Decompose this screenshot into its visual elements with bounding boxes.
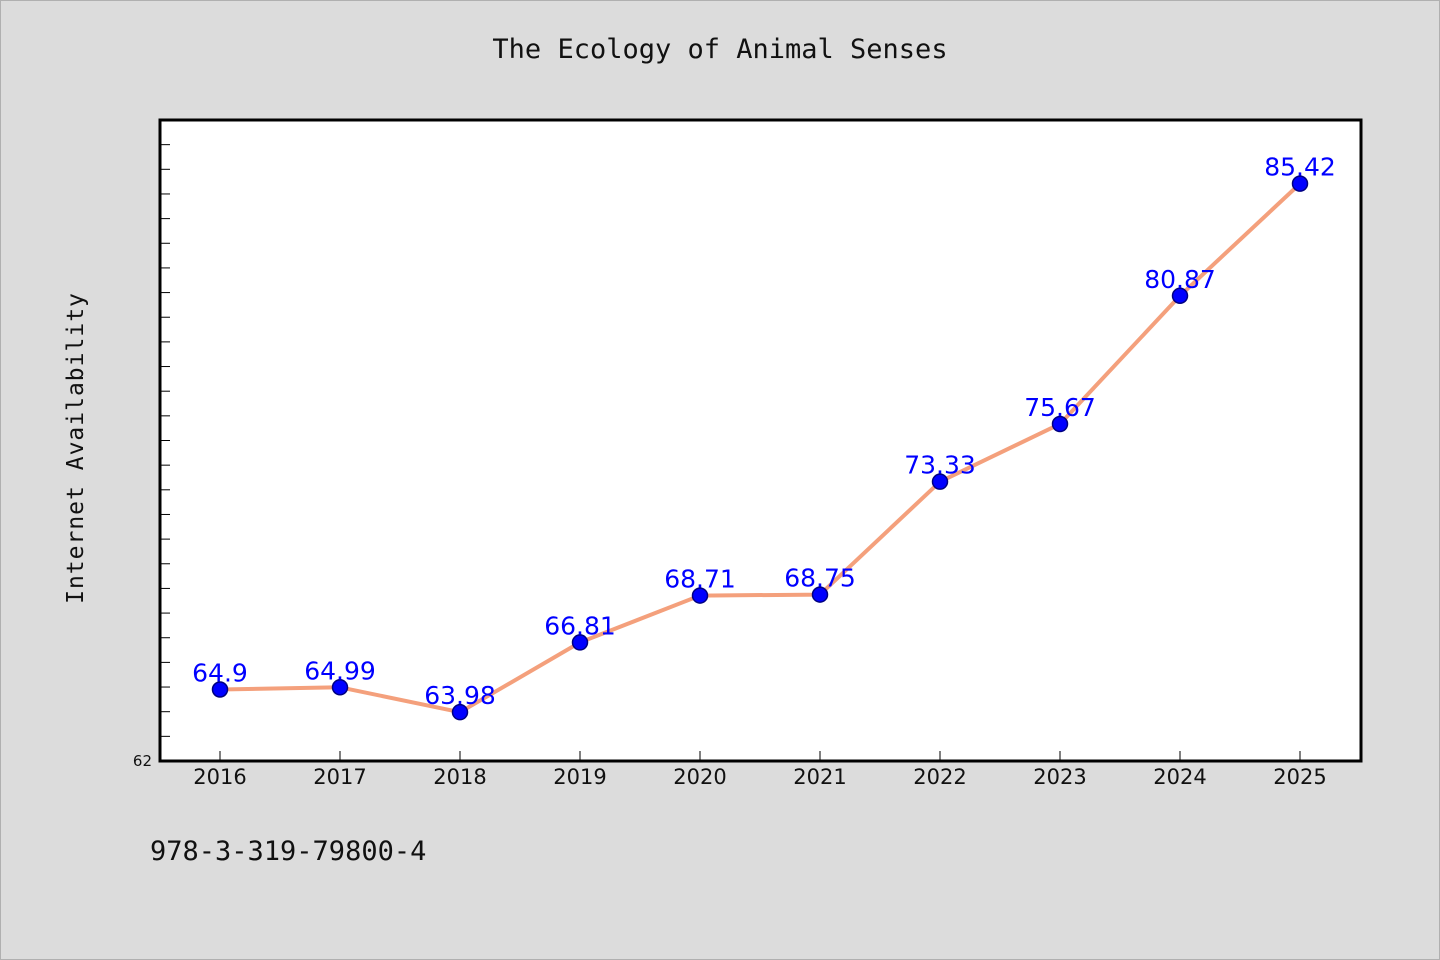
data-label: 68.75 xyxy=(784,564,856,593)
data-point xyxy=(331,679,349,696)
data-point xyxy=(1051,415,1069,433)
data-label: 80.87 xyxy=(1144,265,1216,294)
chart-title: The Ecology of Animal Senses xyxy=(492,34,948,65)
series-line xyxy=(219,182,1302,715)
data-point xyxy=(571,634,589,651)
data-label: 64.9 xyxy=(192,659,248,688)
series-layer xyxy=(211,175,1309,721)
x-tick-label: 2020 xyxy=(673,765,726,789)
isbn-code: 978-3-319-79800-4 xyxy=(150,836,427,867)
x-tick-label: 2018 xyxy=(433,765,486,789)
data-point xyxy=(1171,287,1189,305)
data-point xyxy=(931,473,949,490)
data-label: 75.67 xyxy=(1024,393,1096,422)
data-point xyxy=(451,703,469,721)
axis-ticks: 62 2016 2017 2018 2019 2020 2021 2022 2023 2024 20… xyxy=(133,144,1327,789)
plot-area xyxy=(160,120,1361,761)
y-tick-label: 62 xyxy=(133,752,152,770)
x-tick-label: 2016 xyxy=(193,765,246,789)
x-tick-label: 2025 xyxy=(1273,765,1326,789)
data-label: 64.99 xyxy=(304,656,376,685)
data-label: 63.98 xyxy=(424,681,496,710)
x-tick-label: 2017 xyxy=(313,765,366,789)
x-tick-label: 2022 xyxy=(913,765,966,789)
data-label: 68.71 xyxy=(664,565,736,594)
data-label: 73.33 xyxy=(904,451,976,480)
x-tick-label: 2021 xyxy=(793,765,846,789)
data-point xyxy=(811,586,829,603)
data-point xyxy=(1291,175,1309,192)
data-point xyxy=(691,587,709,604)
data-labels: 64.9 64.99 63.98 66.81 68.71 68.75 73.33 75.67 8… xyxy=(192,153,1336,711)
data-point xyxy=(211,681,229,698)
data-label: 66.81 xyxy=(544,611,616,640)
data-label: 85.42 xyxy=(1264,153,1336,182)
x-tick-label: 2024 xyxy=(1153,765,1206,789)
x-tick-label: 2023 xyxy=(1033,765,1086,789)
x-tick-label: 2019 xyxy=(553,765,606,789)
plot-border xyxy=(158,118,1363,763)
